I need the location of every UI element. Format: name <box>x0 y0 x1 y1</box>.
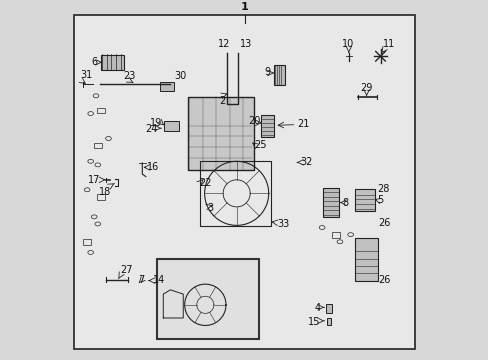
Text: 19: 19 <box>149 118 162 128</box>
Bar <box>188 97 254 170</box>
Bar <box>354 238 378 281</box>
Text: 25: 25 <box>253 140 265 149</box>
Text: 17: 17 <box>88 175 100 185</box>
Text: 15: 15 <box>308 317 320 327</box>
Bar <box>354 189 374 211</box>
Text: 22: 22 <box>199 178 211 188</box>
Text: 10: 10 <box>341 40 353 49</box>
Bar <box>332 232 340 238</box>
Bar <box>97 108 105 113</box>
Text: 26: 26 <box>378 218 390 228</box>
Text: 7: 7 <box>138 275 144 284</box>
Bar <box>160 82 174 91</box>
Bar <box>157 259 258 339</box>
Bar <box>94 143 102 148</box>
Text: 13: 13 <box>240 40 252 49</box>
Text: 8: 8 <box>342 198 347 208</box>
Text: 31: 31 <box>80 71 92 81</box>
Text: 24: 24 <box>144 124 157 134</box>
Text: 11: 11 <box>382 40 394 49</box>
Text: 23: 23 <box>123 71 136 81</box>
Text: 12: 12 <box>217 40 229 49</box>
Text: 29: 29 <box>360 83 372 93</box>
Text: 1: 1 <box>240 2 248 12</box>
Bar <box>83 239 91 245</box>
Bar <box>164 121 178 131</box>
Bar <box>322 188 339 217</box>
Text: 32: 32 <box>300 157 312 167</box>
Text: 16: 16 <box>146 162 159 172</box>
Text: 21: 21 <box>297 118 309 129</box>
Text: 4: 4 <box>314 303 320 313</box>
Text: 18: 18 <box>99 187 111 197</box>
Text: 26: 26 <box>378 275 390 285</box>
Text: 30: 30 <box>174 71 186 81</box>
Bar <box>101 55 124 70</box>
Text: 27: 27 <box>121 265 133 275</box>
Bar <box>261 114 273 137</box>
Text: 20: 20 <box>247 116 260 126</box>
Bar <box>325 304 331 313</box>
Text: 28: 28 <box>376 184 388 194</box>
Bar <box>273 65 284 85</box>
Text: 2: 2 <box>219 96 225 106</box>
Text: 3: 3 <box>207 203 213 213</box>
Text: 33: 33 <box>277 219 289 229</box>
Text: 14: 14 <box>152 275 164 284</box>
Text: 9: 9 <box>264 67 269 77</box>
Bar <box>200 161 271 226</box>
Text: 6: 6 <box>91 57 98 67</box>
Bar <box>97 194 105 200</box>
Text: 5: 5 <box>376 195 383 206</box>
Bar <box>326 318 330 325</box>
